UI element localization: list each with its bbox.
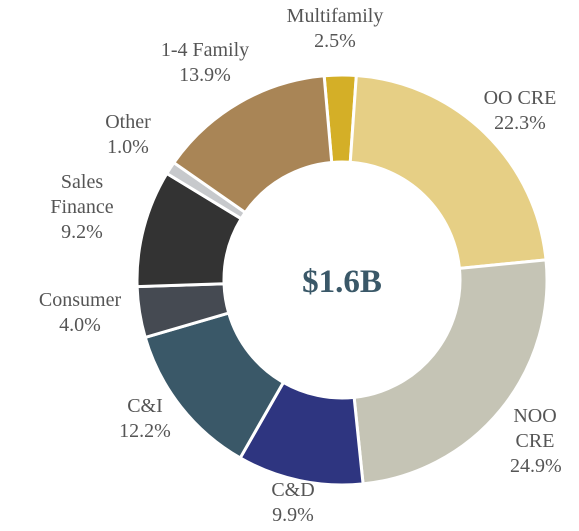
segment-label: C&D 9.9%	[253, 478, 333, 528]
donut-segment	[348, 73, 548, 271]
category-name: Consumer	[38, 289, 122, 311]
center-label: $1.6B	[302, 264, 382, 300]
value-label: 2.5%	[314, 30, 356, 52]
category-name: Sales Finance	[50, 171, 114, 218]
donut-segment	[171, 74, 334, 215]
value-label: 9.9%	[272, 504, 314, 526]
segment-label: Consumer 4.0%	[20, 288, 140, 338]
value-label: 13.9%	[179, 64, 231, 86]
donut-segment	[352, 258, 549, 486]
value-label: 1.0%	[107, 136, 149, 158]
value-label: 24.9%	[510, 455, 562, 477]
segment-label: 1-4 Family 13.9%	[135, 38, 275, 88]
segment-label: Multifamily 2.5%	[265, 4, 405, 54]
category-name: NOO CRE	[513, 405, 557, 452]
segment-label: C&I 12.2%	[105, 394, 185, 444]
value-label: 4.0%	[59, 314, 101, 336]
segment-label: NOO CRE 24.9%	[510, 404, 562, 479]
value-label: 22.3%	[494, 112, 546, 134]
category-name: C&D	[271, 479, 315, 501]
value-label: 9.2%	[61, 221, 103, 243]
category-name: C&I	[127, 395, 163, 417]
segment-label: Sales Finance 9.2%	[42, 170, 122, 245]
category-name: Other	[105, 111, 151, 133]
category-name: OO CRE	[483, 87, 557, 109]
category-name: 1-4 Family	[160, 39, 250, 61]
category-name: Multifamily	[286, 5, 384, 27]
segment-label: OO CRE 22.3%	[460, 86, 579, 136]
segment-label: Other 1.0%	[88, 110, 168, 160]
value-label: 12.2%	[119, 420, 171, 442]
